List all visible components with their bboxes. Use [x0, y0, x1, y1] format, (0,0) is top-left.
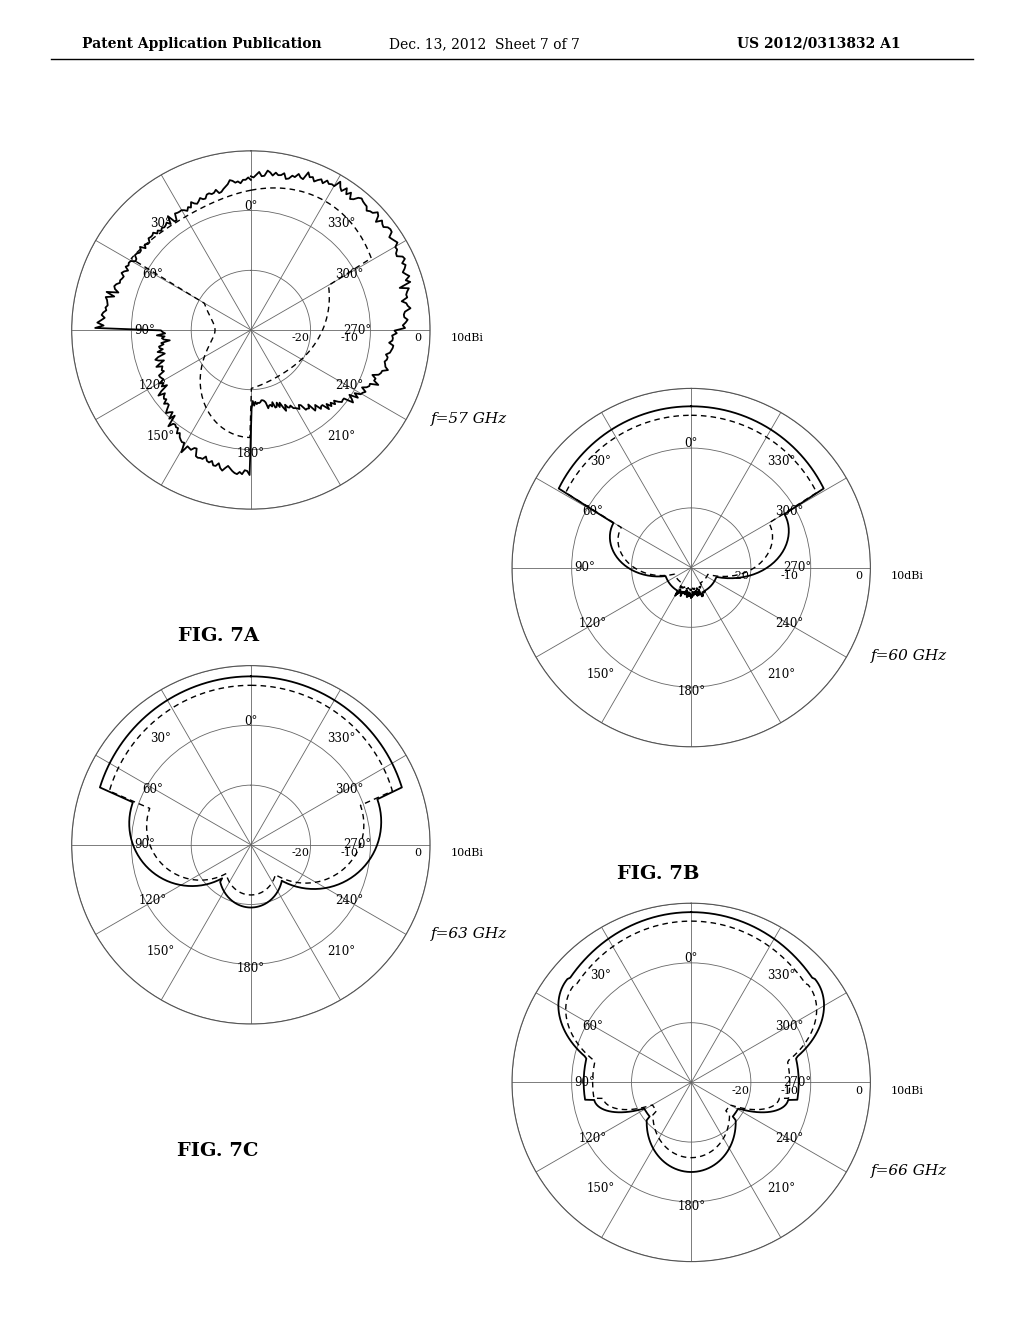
Text: 150°: 150°: [587, 668, 614, 681]
Text: f=63 GHz: f=63 GHz: [431, 927, 507, 941]
Text: 270°: 270°: [783, 1076, 811, 1089]
Text: 150°: 150°: [146, 430, 174, 444]
Text: 180°: 180°: [677, 685, 706, 698]
Text: 150°: 150°: [587, 1183, 614, 1196]
Text: 210°: 210°: [768, 1183, 796, 1196]
Text: 210°: 210°: [768, 668, 796, 681]
Text: -20: -20: [291, 334, 309, 343]
Text: FIG. 7B: FIG. 7B: [617, 865, 699, 883]
Text: 90°: 90°: [134, 323, 156, 337]
Text: -10: -10: [340, 849, 358, 858]
Text: 10dBi: 10dBi: [451, 334, 483, 343]
Text: 300°: 300°: [335, 268, 364, 281]
Text: 10dBi: 10dBi: [891, 1086, 924, 1096]
Text: 90°: 90°: [574, 1076, 596, 1089]
Text: -20: -20: [291, 849, 309, 858]
Text: 120°: 120°: [579, 616, 607, 630]
Text: 30°: 30°: [150, 731, 171, 744]
Text: 300°: 300°: [775, 1020, 804, 1034]
Text: 240°: 240°: [335, 894, 364, 907]
Text: 10dBi: 10dBi: [451, 849, 483, 858]
Text: 0: 0: [855, 1086, 862, 1096]
Text: 180°: 180°: [237, 447, 265, 461]
Text: 120°: 120°: [138, 894, 167, 907]
Text: 150°: 150°: [146, 945, 174, 958]
Text: f=57 GHz: f=57 GHz: [431, 412, 507, 426]
Text: f=60 GHz: f=60 GHz: [871, 649, 947, 664]
Text: -10: -10: [340, 334, 358, 343]
Text: 0°: 0°: [684, 952, 698, 965]
Text: 240°: 240°: [335, 379, 364, 392]
Text: 30°: 30°: [590, 454, 611, 467]
Text: 300°: 300°: [335, 783, 364, 796]
Text: -20: -20: [731, 1086, 750, 1096]
Text: 10dBi: 10dBi: [891, 572, 924, 581]
Text: 180°: 180°: [677, 1200, 706, 1213]
Text: FIG. 7C: FIG. 7C: [177, 1142, 259, 1160]
Text: 270°: 270°: [783, 561, 811, 574]
Text: 240°: 240°: [775, 616, 804, 630]
Text: 330°: 330°: [767, 969, 796, 982]
Text: 0°: 0°: [244, 714, 258, 727]
Text: -10: -10: [780, 572, 799, 581]
Text: 0°: 0°: [684, 437, 698, 450]
Text: 90°: 90°: [134, 838, 156, 851]
Text: f=66 GHz: f=66 GHz: [871, 1164, 947, 1179]
Text: 30°: 30°: [150, 216, 171, 230]
Text: 270°: 270°: [343, 323, 371, 337]
Text: 30°: 30°: [590, 969, 611, 982]
Text: 330°: 330°: [327, 731, 355, 744]
Text: -20: -20: [731, 572, 750, 581]
Text: 120°: 120°: [138, 379, 167, 392]
Text: 180°: 180°: [237, 962, 265, 975]
Text: US 2012/0313832 A1: US 2012/0313832 A1: [737, 37, 901, 51]
Text: 270°: 270°: [343, 838, 371, 851]
Text: 0: 0: [855, 572, 862, 581]
Text: 60°: 60°: [583, 1020, 603, 1034]
Text: -10: -10: [780, 1086, 799, 1096]
Text: 330°: 330°: [327, 216, 355, 230]
Text: 210°: 210°: [328, 430, 355, 444]
Text: 330°: 330°: [767, 454, 796, 467]
Text: 240°: 240°: [775, 1131, 804, 1144]
Text: Patent Application Publication: Patent Application Publication: [82, 37, 322, 51]
Text: 120°: 120°: [579, 1131, 607, 1144]
Text: FIG. 7A: FIG. 7A: [177, 627, 259, 645]
Text: 60°: 60°: [583, 506, 603, 519]
Text: 0: 0: [415, 849, 422, 858]
Text: 210°: 210°: [328, 945, 355, 958]
Text: 60°: 60°: [142, 783, 163, 796]
Text: 60°: 60°: [142, 268, 163, 281]
Text: Dec. 13, 2012  Sheet 7 of 7: Dec. 13, 2012 Sheet 7 of 7: [389, 37, 580, 51]
Text: 0°: 0°: [244, 199, 258, 213]
Text: 90°: 90°: [574, 561, 596, 574]
Text: 0: 0: [415, 334, 422, 343]
Text: 300°: 300°: [775, 506, 804, 519]
